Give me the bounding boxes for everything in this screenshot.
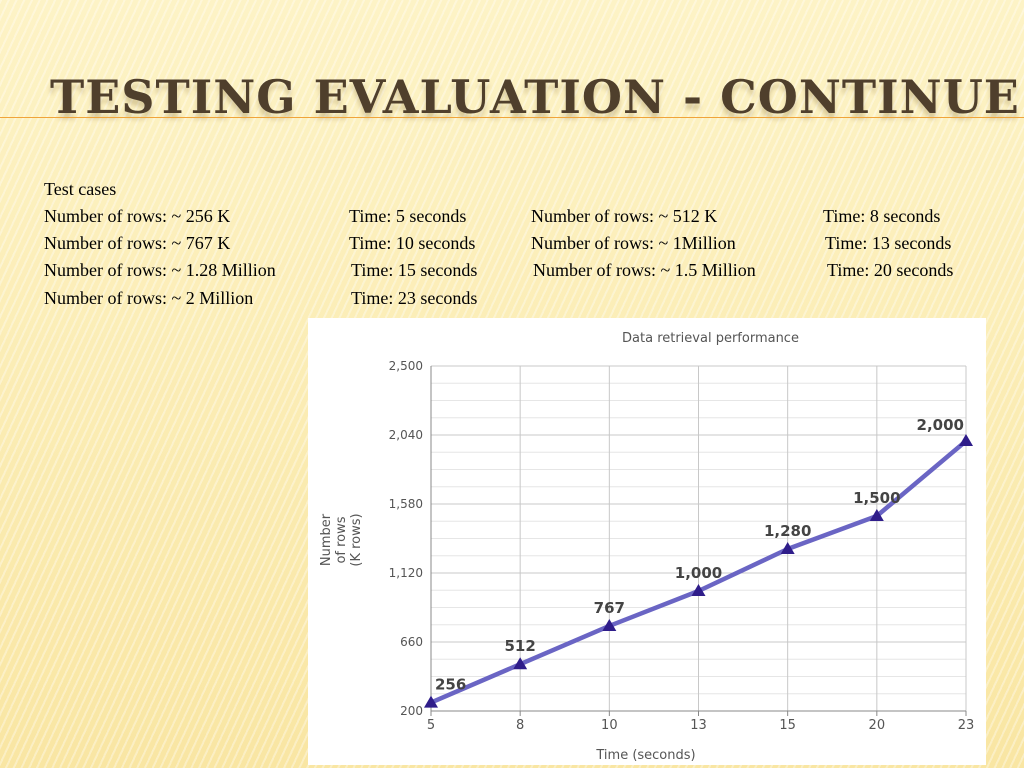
x-tick-label: 5 [427, 718, 435, 733]
title-divider [0, 117, 1024, 118]
case-row-2-rows-a: Number of rows: ~ 767 K [44, 233, 231, 253]
case-row-2-time-b: Time: 13 seconds [825, 233, 952, 253]
y-tick-label: 660 [400, 635, 423, 649]
y-tick-label: 200 [400, 704, 423, 718]
x-tick-label: 8 [516, 718, 524, 733]
test-cases-heading: Test cases [44, 179, 117, 199]
data-point-marker [780, 542, 795, 554]
y-axis-label-line: Number [319, 513, 334, 566]
slide-title: TESTING EVALUATION - CONTINUE [50, 70, 1020, 124]
x-tick-label: 23 [958, 718, 975, 733]
y-axis-label-line: (K rows) [349, 513, 364, 566]
data-point-marker [691, 584, 706, 596]
data-label: 767 [594, 599, 625, 617]
case-row-3-rows-a: Number of rows: ~ 1.28 Million [44, 260, 276, 280]
x-tick-label: 13 [690, 718, 707, 733]
data-label: 2,000 [917, 416, 964, 434]
case-row-1-rows-b: Number of rows: ~ 512 K [531, 206, 718, 226]
data-point-marker [424, 695, 438, 708]
case-row-3-time-a: Time: 15 seconds [351, 260, 478, 280]
data-label: 256 [435, 676, 466, 694]
x-tick-label: 10 [601, 718, 618, 733]
chart-title: Data retrieval performance [622, 331, 799, 346]
y-tick-label: 2,040 [389, 428, 423, 442]
line-chart: 200 660 1,120 1,580 2,040 2,500 5 8 10 13 15 20 23 Da… [319, 331, 975, 763]
case-row-4-time-a: Time: 23 seconds [351, 288, 478, 308]
case-row-2-rows-b: Number of rows: ~ 1Million [531, 233, 736, 253]
data-label: 1,280 [764, 522, 811, 540]
case-row-1-time-b: Time: 8 seconds [823, 206, 941, 226]
data-label: 1,000 [675, 564, 722, 582]
case-row-3-rows-b: Number of rows: ~ 1.5 Million [533, 260, 756, 280]
data-point-marker [602, 618, 617, 631]
y-tick-label: 2,500 [389, 359, 423, 373]
x-tick-label: 20 [869, 718, 886, 733]
data-label: 512 [505, 637, 536, 655]
case-row-2-time-a: Time: 10 seconds [349, 233, 476, 253]
y-tick-label: 1,580 [389, 497, 423, 511]
data-point-marker [513, 657, 528, 670]
y-axis-label: Numberof rows(K rows) [319, 513, 364, 566]
y-tick-label: 1,120 [389, 566, 423, 580]
chart-panel: 200 660 1,120 1,580 2,040 2,500 5 8 10 13 15 20 23 Da… [308, 318, 986, 765]
case-row-4-rows-a: Number of rows: ~ 2 Million [44, 288, 254, 308]
data-point-marker [959, 434, 973, 446]
y-axis-label-line: of rows [334, 516, 349, 563]
x-tick-label: 15 [779, 718, 796, 733]
data-label: 1,500 [853, 489, 900, 507]
case-row-3-time-b: Time: 20 seconds [827, 260, 954, 280]
case-row-1-time-a: Time: 5 seconds [349, 206, 467, 226]
data-point-marker [869, 509, 884, 521]
case-row-1-rows-a: Number of rows: ~ 256 K [44, 206, 231, 226]
x-axis-label: Time (seconds) [595, 748, 695, 763]
